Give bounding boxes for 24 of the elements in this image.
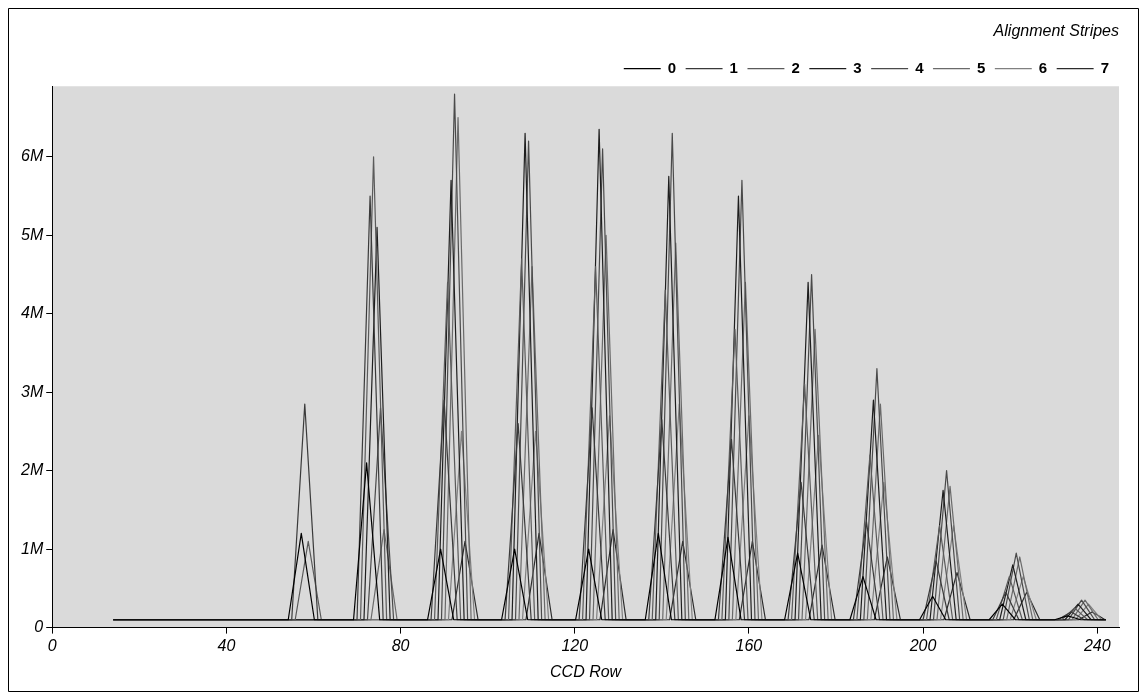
legend-label: 5 bbox=[976, 58, 986, 76]
x-tick-label: 0 bbox=[47, 636, 57, 654]
x-tick-label: 120 bbox=[561, 636, 589, 654]
chart-title: Alignment Stripes bbox=[992, 22, 1119, 40]
x-tick-label: 40 bbox=[217, 636, 236, 654]
y-tick-label: 5M bbox=[20, 225, 44, 243]
y-tick-label: 3M bbox=[20, 382, 44, 400]
y-tick-label: 6M bbox=[20, 147, 44, 165]
legend-label: 3 bbox=[853, 58, 862, 76]
legend-label: 6 bbox=[1038, 58, 1048, 76]
legend-label: 2 bbox=[791, 58, 800, 76]
legend-label: 7 bbox=[1100, 58, 1109, 76]
x-axis-title: CCD Row bbox=[550, 662, 623, 680]
y-tick-label: 1M bbox=[20, 539, 44, 557]
legend-label: 0 bbox=[667, 58, 677, 76]
x-tick-label: 160 bbox=[735, 636, 763, 654]
y-tick-label: 4M bbox=[20, 304, 44, 322]
x-tick-label: 200 bbox=[908, 636, 937, 654]
legend-label: 1 bbox=[729, 58, 738, 76]
x-tick-label: 240 bbox=[1082, 636, 1111, 654]
y-tick-label: 0 bbox=[34, 618, 44, 636]
y-tick-label: 2M bbox=[19, 461, 44, 479]
x-tick-label: 80 bbox=[391, 636, 410, 654]
legend-label: 4 bbox=[915, 58, 925, 76]
